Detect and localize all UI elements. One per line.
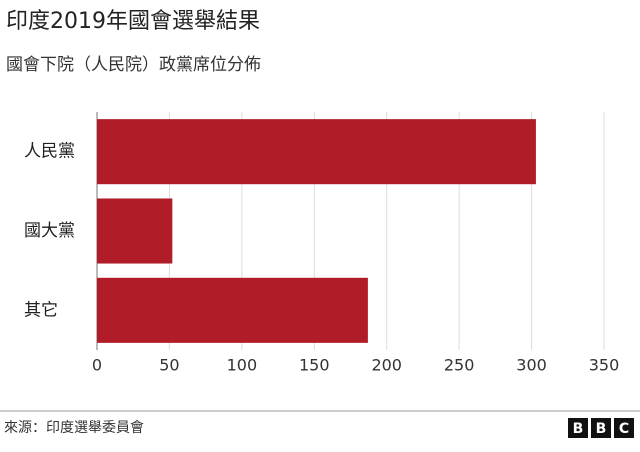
x-tick-label: 0 [92,356,102,375]
logo-letter: B [596,421,607,437]
y-tick-label: 國大黨 [24,221,75,241]
source: 來源：印度選舉委員會 [4,419,144,436]
x-tick-label: 200 [371,356,402,375]
x-tick-label: 50 [159,356,179,375]
chart-subtitle: 國會下院（人民院）政黨席位分佈 [6,55,261,75]
x-tick-label: 350 [589,356,620,375]
logo-block [591,418,611,438]
logo-block [568,418,588,438]
y-tick-label: 其它 [24,300,58,320]
x-tick-label: 150 [299,356,330,375]
bar [97,277,368,343]
logo-letter: B [573,421,584,437]
y-tick-label: 人民黨 [24,142,75,162]
chart-title: 印度2019年國會選舉結果 [6,9,260,34]
x-tick-label: 250 [444,356,475,375]
x-tick-label: 300 [516,356,547,375]
logo-block [614,418,634,438]
x-tick-label: 100 [227,356,258,375]
bar [97,198,173,264]
logo-letter: C [619,421,629,437]
bar [97,119,536,185]
